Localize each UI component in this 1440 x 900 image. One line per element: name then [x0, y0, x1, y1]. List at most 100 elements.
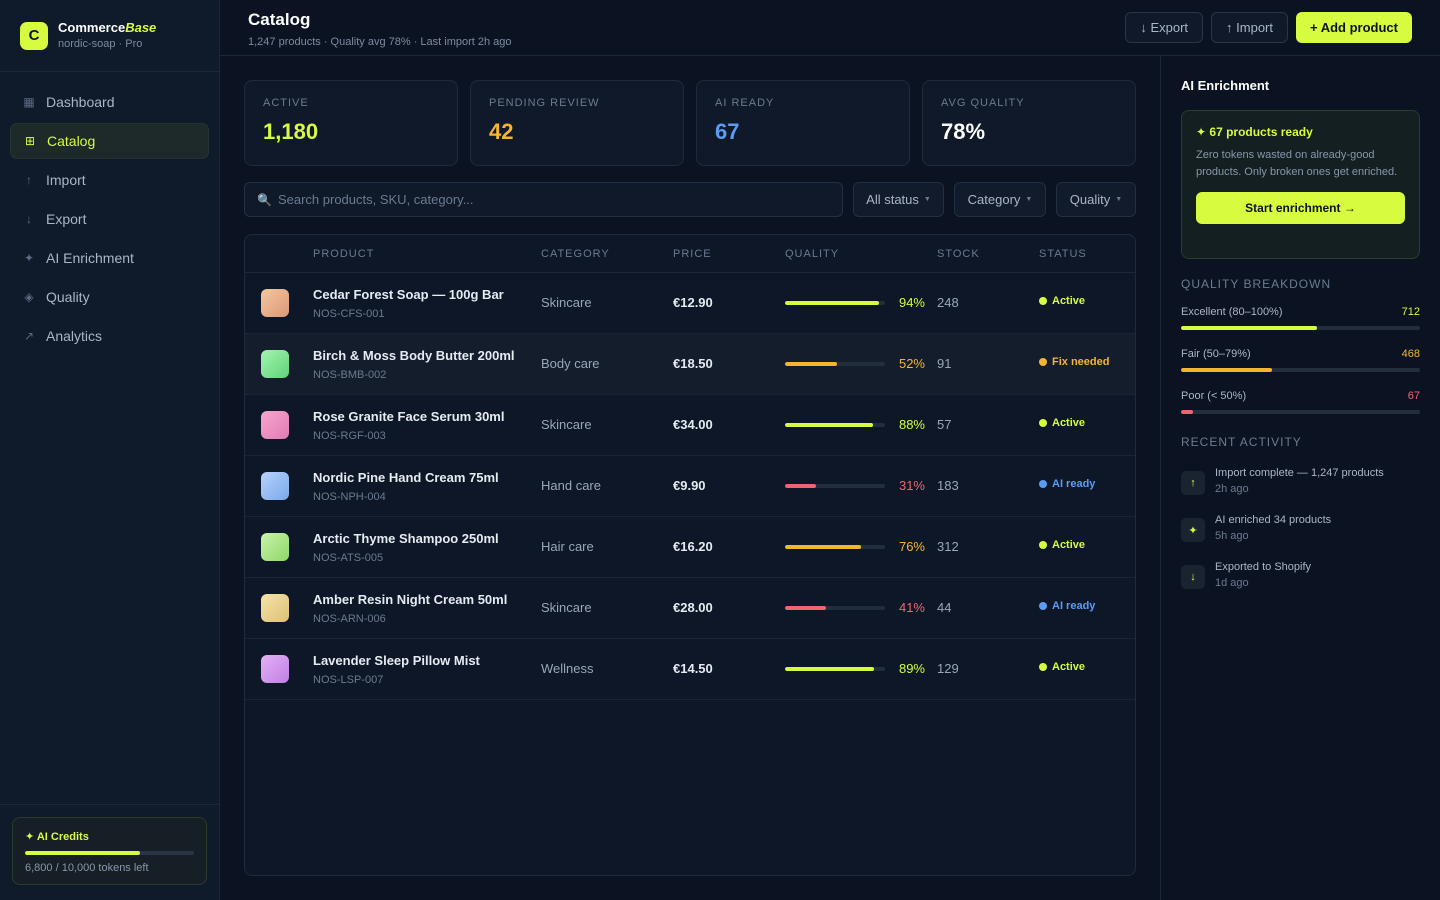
- activity-time: 2h ago: [1215, 483, 1249, 495]
- product-stock: 91: [937, 356, 952, 371]
- status-label: Active: [1052, 295, 1086, 307]
- breakdown-bar-fill: [1181, 410, 1193, 414]
- product-sku: NOS-RGF-003: [313, 430, 386, 442]
- ai-enrichment-panel: AI Enrichment ✦ 67 products ready Zero t…: [1160, 56, 1440, 900]
- sidebar-item-analytics[interactable]: ↗ Analytics: [10, 318, 209, 354]
- activity-item[interactable]: ↓ Exported to Shopify 1d ago: [1181, 559, 1420, 592]
- sidebar-item-dashboard[interactable]: ▦ Dashboard: [10, 84, 209, 120]
- quality-bar-fill: [785, 423, 873, 427]
- column-header-quality[interactable]: QUALITY: [785, 248, 840, 260]
- activity-content: Import complete — 1,247 products 2h ago: [1215, 465, 1384, 498]
- table-row[interactable]: Birch & Moss Body Butter 200ml NOS-BMB-00…: [245, 334, 1135, 395]
- status-badge[interactable]: AI ready: [1039, 600, 1095, 612]
- sidebar-item-catalog[interactable]: ⊞ Catalog: [10, 123, 209, 159]
- column-header-price[interactable]: PRICE: [673, 248, 712, 260]
- page-header: Catalog 1,247 products · Quality avg 78%…: [220, 0, 1440, 56]
- search-input[interactable]: [277, 192, 830, 207]
- table-row[interactable]: Rose Granite Face Serum 30ml NOS-RGF-003 S…: [245, 395, 1135, 456]
- export-button[interactable]: ↓ Export: [1125, 12, 1204, 43]
- recent-activity-list: ↑ Import complete — 1,247 products 2h ago ✦…: [1181, 465, 1420, 592]
- product-sku: NOS-ATS-005: [313, 552, 384, 564]
- quality-bar: [785, 362, 885, 366]
- product-name[interactable]: Cedar Forest Soap — 100g Bar: [313, 287, 504, 302]
- start-enrichment-button[interactable]: Start enrichment →: [1196, 192, 1405, 224]
- product-name[interactable]: Rose Granite Face Serum 30ml: [313, 409, 505, 424]
- product-category: Skincare: [541, 417, 592, 432]
- quality-bar-fill: [785, 301, 879, 305]
- product-name[interactable]: Amber Resin Night Cream 50ml: [313, 592, 508, 607]
- status-badge[interactable]: Active: [1039, 661, 1085, 673]
- sparkle-icon: ✦: [23, 251, 35, 265]
- sidebar-item-export[interactable]: ↓ Export: [10, 201, 209, 237]
- brand[interactable]: C CommerceBase nordic-soap · Pro: [0, 0, 219, 72]
- sidebar-item-label: Import: [46, 172, 86, 188]
- column-header-product[interactable]: PRODUCT: [313, 248, 375, 260]
- status-filter[interactable]: All status ▼: [853, 182, 944, 217]
- breakdown-label: Poor (< 50%): [1181, 390, 1247, 402]
- product-category: Body care: [541, 356, 600, 371]
- table-row[interactable]: Nordic Pine Hand Cream 75ml NOS-NPH-004 Ha…: [245, 456, 1135, 517]
- breakdown-bar-fill: [1181, 326, 1318, 330]
- product-category: Hand care: [541, 478, 601, 493]
- sidebar-item-import[interactable]: ↑ Import: [10, 162, 209, 198]
- product-sku: NOS-NPH-004: [313, 491, 386, 503]
- product-name[interactable]: Birch & Moss Body Butter 200ml: [313, 348, 515, 363]
- category-filter[interactable]: Category ▼: [954, 182, 1046, 217]
- product-name[interactable]: Nordic Pine Hand Cream 75ml: [313, 470, 499, 485]
- search-box[interactable]: 🔍: [244, 182, 843, 217]
- product-name[interactable]: Lavender Sleep Pillow Mist: [313, 653, 480, 668]
- table-row[interactable]: Amber Resin Night Cream 50ml NOS-ARN-006 S…: [245, 578, 1135, 639]
- column-header-status[interactable]: STATUS: [1039, 248, 1087, 260]
- table-row[interactable]: Lavender Sleep Pillow Mist NOS-LSP-007 Wel…: [245, 639, 1135, 700]
- status-dot-icon: [1039, 297, 1047, 305]
- sidebar-item-ai-enrichment[interactable]: ✦ AI Enrichment: [10, 240, 209, 276]
- status-label: Active: [1052, 417, 1086, 429]
- product-price: €12.90: [673, 295, 713, 310]
- stat-value: 1,180: [263, 119, 319, 144]
- sidebar-item-label: Analytics: [46, 328, 103, 344]
- product-stock: 129: [937, 661, 959, 676]
- breakdown-count: 67: [1407, 390, 1420, 402]
- product-sku: NOS-BMB-002: [313, 369, 387, 381]
- activity-item[interactable]: ✦ AI enriched 34 products 5h ago: [1181, 512, 1420, 545]
- product-price: €28.00: [673, 600, 713, 615]
- product-thumbnail: [261, 655, 289, 683]
- breakdown-bar: [1181, 368, 1420, 372]
- ai-card-text: Zero tokens wasted on already-good produ…: [1196, 149, 1398, 178]
- quality-filter[interactable]: Quality ▼: [1056, 182, 1136, 217]
- quality-bar: [785, 606, 885, 610]
- column-header-stock[interactable]: STOCK: [937, 248, 980, 260]
- stat-value: 42: [489, 119, 514, 144]
- quality-breakdown: Excellent (80–100%) 712 Fair (50–79%) 468 Po…: [1181, 306, 1420, 417]
- table-body: Cedar Forest Soap — 100g Bar NOS-CFS-001 S…: [245, 273, 1135, 700]
- product-price: €18.50: [673, 356, 713, 371]
- status-badge[interactable]: Active: [1039, 539, 1085, 551]
- quality-percent: 89%: [898, 661, 925, 676]
- page-title: Catalog: [248, 10, 311, 29]
- breakdown-row: Excellent (80–100%) 712: [1181, 306, 1420, 333]
- chevron-down-icon: ▼: [1025, 196, 1033, 203]
- status-badge[interactable]: Active: [1039, 295, 1085, 307]
- status-badge[interactable]: Active: [1039, 417, 1085, 429]
- status-badge[interactable]: Fix needed: [1039, 356, 1109, 368]
- product-name[interactable]: Arctic Thyme Shampoo 250ml: [313, 531, 499, 546]
- status-badge[interactable]: AI ready: [1039, 478, 1095, 490]
- quality-bar-fill: [785, 606, 826, 610]
- ai-credits-card[interactable]: ✦ AI Credits 6,800 / 10,000 tokens left: [12, 817, 207, 885]
- import-button[interactable]: ↑ Import: [1211, 12, 1288, 43]
- stat-label: AI READY: [715, 97, 775, 109]
- product-sku: NOS-CFS-001: [313, 308, 385, 320]
- activity-text: AI enriched 34 products: [1215, 514, 1332, 526]
- stat-label: ACTIVE: [263, 97, 309, 109]
- add-product-button[interactable]: + Add product: [1296, 12, 1412, 43]
- quality-percent: 41%: [898, 600, 925, 615]
- sidebar-item-quality[interactable]: ◈ Quality: [10, 279, 209, 315]
- product-category: Hair care: [541, 539, 594, 554]
- breakdown-bar-fill: [1181, 368, 1272, 372]
- column-header-category[interactable]: CATEGORY: [541, 248, 610, 260]
- activity-item[interactable]: ↑ Import complete — 1,247 products 2h ago: [1181, 465, 1420, 498]
- table-row[interactable]: Cedar Forest Soap — 100g Bar NOS-CFS-001 S…: [245, 273, 1135, 334]
- status-label: Fix needed: [1052, 356, 1110, 368]
- breakdown-bar: [1181, 410, 1420, 414]
- table-row[interactable]: Arctic Thyme Shampoo 250ml NOS-ATS-005 Hai…: [245, 517, 1135, 578]
